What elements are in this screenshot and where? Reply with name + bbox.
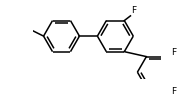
Text: F: F — [171, 48, 176, 57]
Text: F: F — [131, 6, 136, 15]
Text: F: F — [171, 87, 176, 96]
